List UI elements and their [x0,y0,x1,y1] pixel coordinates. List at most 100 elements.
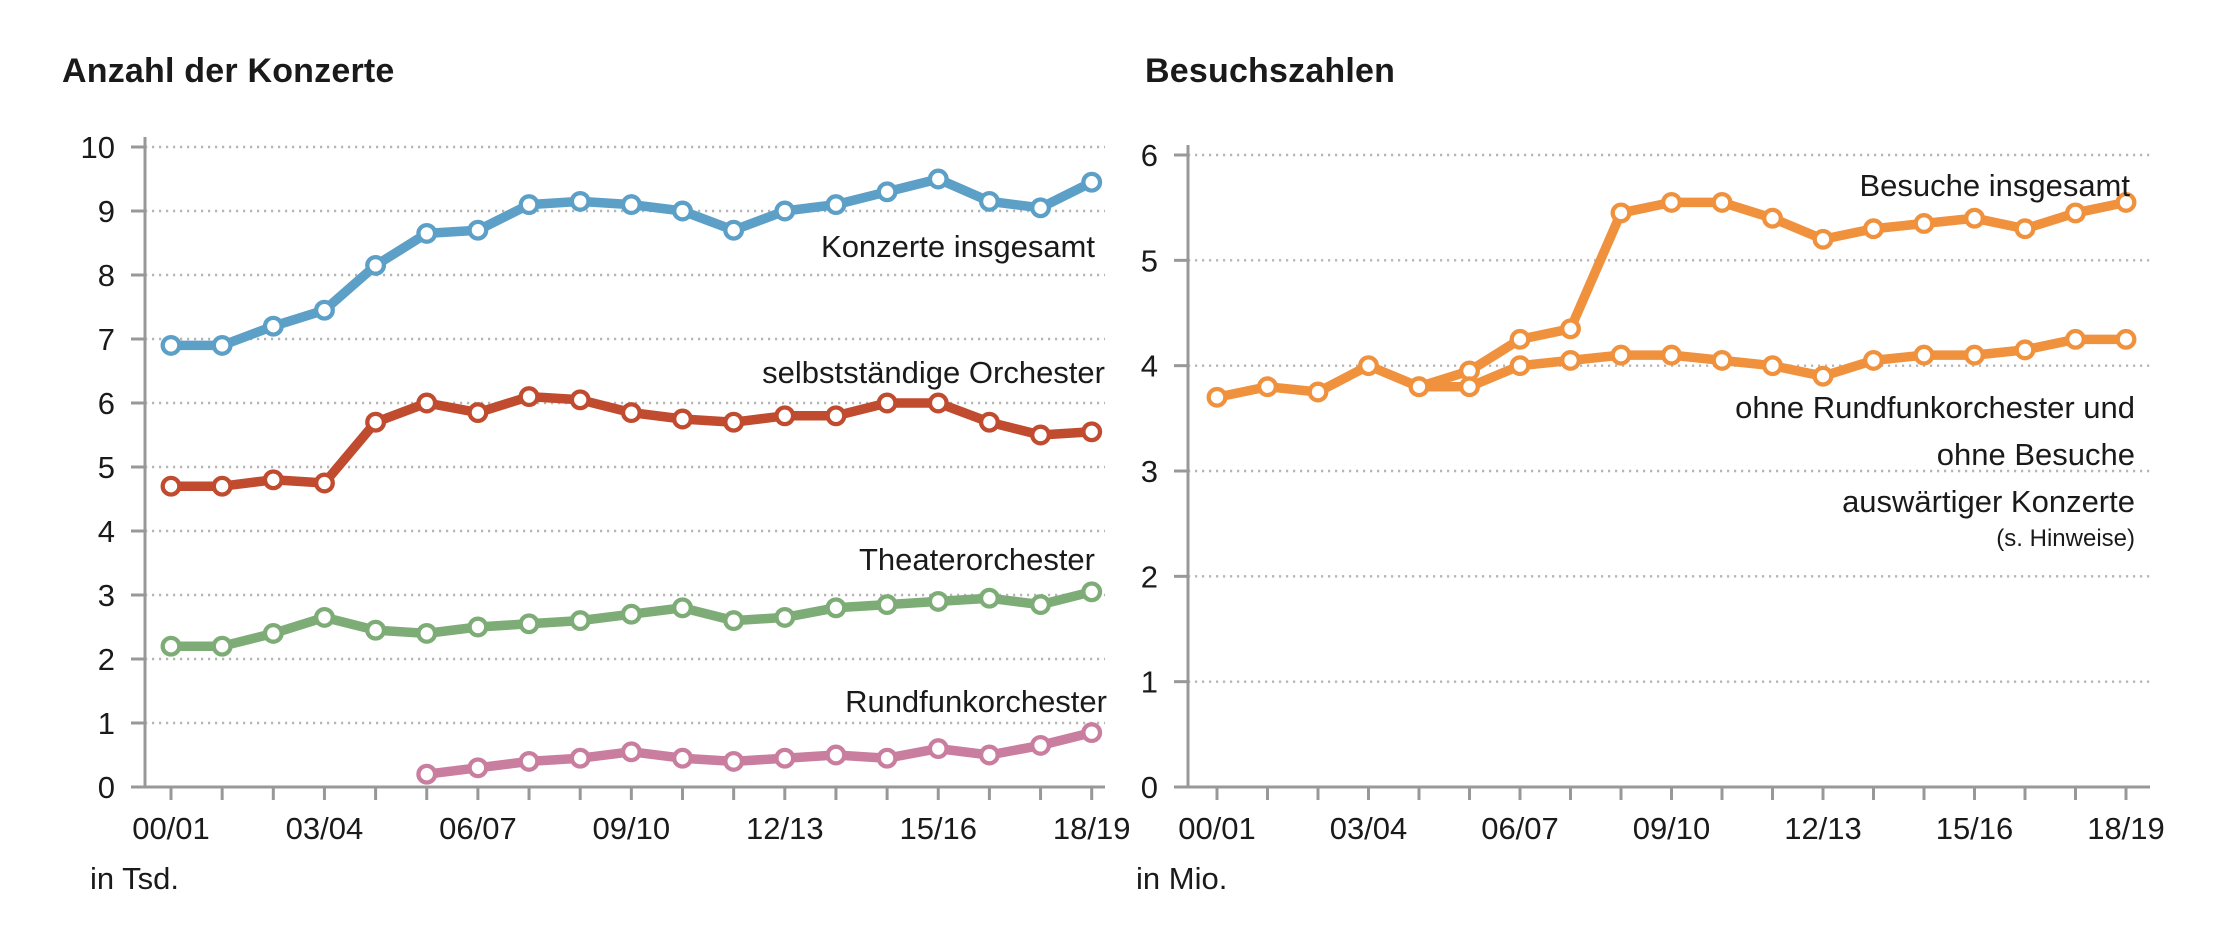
data-point-marker [876,392,898,414]
data-point-marker [467,757,489,779]
data-point-marker [262,622,284,644]
x-tick-label: 09/10 [593,811,671,846]
data-point-marker [1610,202,1632,224]
data-point-marker [1812,228,1834,250]
series-label-theaterorchester: Theaterorchester [858,542,1095,577]
data-point-marker [262,315,284,337]
data-point-marker [774,606,796,628]
series-label-konzerte-insgesamt: Konzerte insgesamt [821,229,1095,264]
data-point-marker [723,411,745,433]
data-point-marker [1081,581,1103,603]
x-tick-label: 00/01 [132,811,210,846]
data-point-marker [1711,349,1733,371]
x-tick-label: 03/04 [1330,811,1408,846]
data-point-marker [365,619,387,641]
y-tick-label: 2 [1141,559,1158,594]
data-point-marker [620,194,642,216]
data-point-marker [314,472,335,494]
data-point-marker [672,408,693,430]
data-point-marker [1408,376,1430,398]
x-tick-label: 06/07 [1481,811,1559,846]
y-tick-label: 0 [1141,770,1158,805]
chart-title-anzahl-konzerte: Anzahl der Konzerte [62,52,395,90]
data-point-marker [467,219,489,241]
series-line-besuche-insgesamt [1212,197,2131,403]
data-point-marker [518,386,540,408]
series-note-hinweise: (s. Hinweise) [1996,525,2135,552]
data-point-marker [825,597,847,619]
data-point-marker [211,635,233,657]
y-tick-label: 6 [98,386,115,421]
data-point-marker [2014,339,2036,361]
data-point-marker [723,219,745,241]
data-point-marker [978,411,1000,433]
data-point-marker [1206,386,1228,408]
y-tick-label: 4 [98,514,115,549]
data-point-marker [416,763,438,785]
axis-unit-in-tsd: in Tsd. [90,861,180,896]
data-point-marker [1030,424,1052,446]
data-point-marker [876,181,898,203]
data-point-marker [1509,328,1531,350]
data-point-marker [569,190,591,212]
data-point-marker [1307,381,1329,403]
x-tick-label: 12/13 [746,811,824,846]
data-point-marker [927,738,949,760]
data-point-marker [1913,213,1935,234]
data-point-marker [2065,328,2086,350]
data-point-marker [1812,365,1834,387]
data-point-marker [774,747,796,769]
data-point-marker [620,603,642,625]
data-point-marker [262,469,284,491]
data-point-marker [1762,355,1783,377]
data-point-marker [211,475,233,497]
data-point-marker [2115,328,2137,350]
y-tick-label: 2 [98,642,115,677]
data-point-marker [160,475,182,497]
data-point-marker [1964,344,1985,366]
data-point-marker [1560,318,1581,340]
series-label-rundfunkorchester: Rundfunkorchester [845,684,1107,719]
data-point-marker [1661,344,1682,366]
data-point-marker [1863,349,1884,371]
data-point-marker [365,411,387,433]
axis-unit-in-mio: in Mio. [1136,861,1228,896]
data-point-marker [1030,594,1052,616]
y-tick-label: 7 [98,322,115,357]
data-point-marker [569,389,591,411]
x-tick-label: 15/16 [899,811,977,846]
x-tick-label: 03/04 [286,811,364,846]
data-point-marker [518,194,540,216]
x-tick-label: 09/10 [1633,811,1711,846]
data-point-marker [1711,191,1733,213]
data-point-marker [672,747,693,769]
data-point-marker [672,597,693,619]
data-point-marker [1610,344,1632,366]
data-point-marker [2115,191,2137,213]
y-tick-label: 5 [98,450,115,485]
y-tick-label: 8 [98,258,115,293]
data-point-marker [1863,218,1884,240]
x-tick-label: 18/19 [1053,811,1131,846]
data-point-marker [2065,202,2086,224]
y-tick-label: 1 [1141,665,1158,700]
data-point-marker [620,741,642,763]
data-point-marker [211,334,233,356]
data-point-marker [1509,355,1531,377]
x-tick-label: 00/01 [1178,811,1256,846]
data-point-marker [978,587,1000,609]
x-tick-label: 15/16 [1936,811,2014,846]
data-point-marker [1661,191,1682,213]
data-point-marker [1358,355,1379,377]
data-point-marker [927,392,949,414]
series-label-ohne-rundfunkorchester-line1: ohne Rundfunkorchester und [1735,390,2135,425]
data-point-marker [518,613,540,635]
data-point-marker [978,744,1000,766]
data-point-marker [825,194,847,216]
data-point-marker [467,402,489,424]
data-point-marker [569,610,591,632]
chart-title-besuchszahlen: Besuchszahlen [1145,52,1396,90]
series-label-besuche-insgesamt: Besuche insgesamt [1859,168,2130,203]
y-tick-label: 1 [98,706,115,741]
